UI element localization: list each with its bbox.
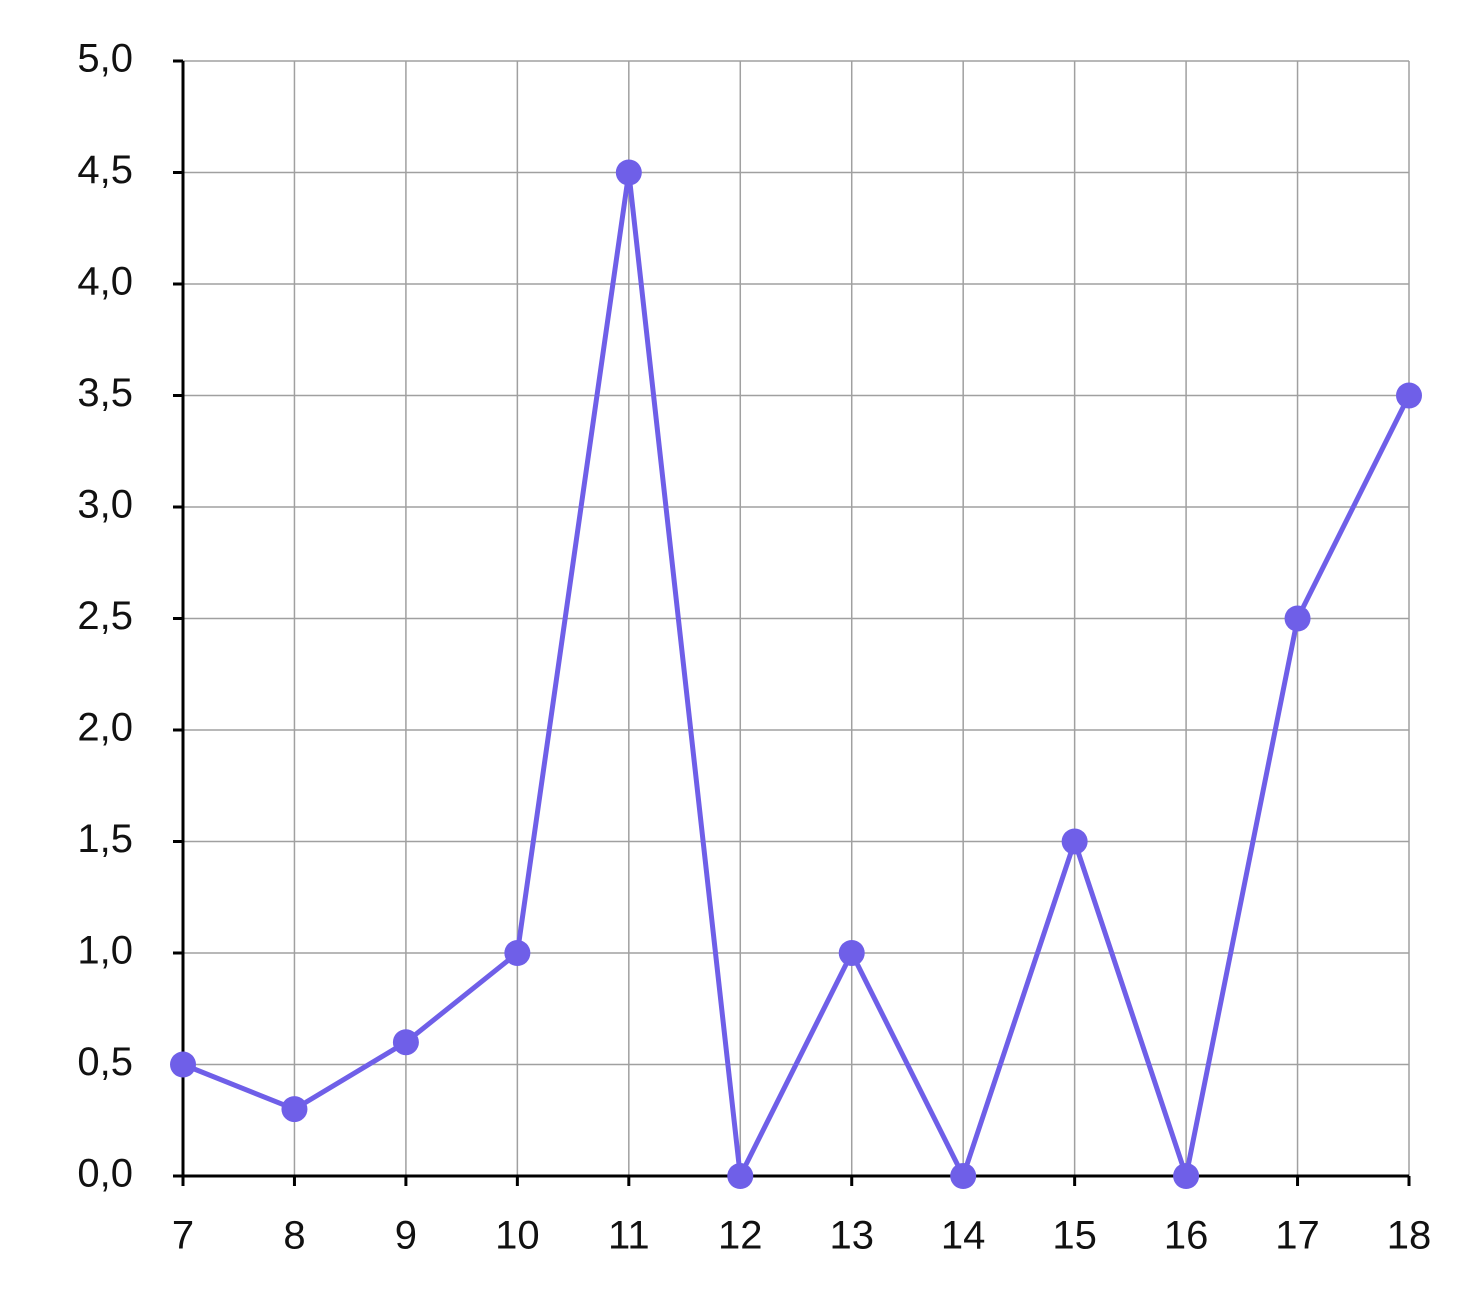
x-tick-label: 10 [495, 1214, 540, 1258]
data-point [615, 159, 642, 186]
x-tick-label: 14 [941, 1214, 986, 1258]
data-point [504, 940, 531, 966]
x-tick-label: 7 [172, 1214, 194, 1258]
data-point [950, 1163, 977, 1189]
data-point [281, 1096, 308, 1123]
y-tick-label: 4,5 [77, 148, 133, 192]
y-tick-label: 2,0 [77, 706, 133, 750]
data-line [182, 170, 1412, 1179]
y-tick-label: 3,5 [77, 371, 133, 415]
x-tick-label: 18 [1387, 1214, 1432, 1258]
x-tick-label: 9 [395, 1214, 417, 1258]
y-tick-label: 1,5 [77, 817, 133, 861]
data-point [1396, 382, 1422, 409]
x-tick-label: 8 [283, 1214, 305, 1258]
data-point [170, 1051, 196, 1078]
y-tick-label: 5,0 [77, 37, 133, 81]
x-tick-label: 16 [1164, 1214, 1209, 1258]
data-point [838, 940, 865, 966]
y-tick-label: 4,0 [77, 260, 133, 304]
x-tick-label: 15 [1052, 1214, 1097, 1258]
data-point [392, 1029, 419, 1056]
y-tick-label: 0,5 [77, 1040, 133, 1084]
x-tick-label: 17 [1275, 1214, 1320, 1258]
y-tick-label: 2,5 [77, 594, 133, 638]
data-point [1284, 605, 1311, 632]
y-tick-label: 3,0 [77, 483, 133, 527]
x-tick-label: 12 [718, 1214, 763, 1258]
y-tick-label: 1,0 [77, 929, 133, 973]
data-point [1173, 1163, 1200, 1189]
x-tick-label: 11 [608, 1214, 650, 1258]
data-point [727, 1163, 754, 1189]
x-tick-label: 13 [829, 1214, 874, 1258]
data-point [1061, 828, 1088, 855]
y-tick-label: 0,0 [77, 1152, 133, 1196]
